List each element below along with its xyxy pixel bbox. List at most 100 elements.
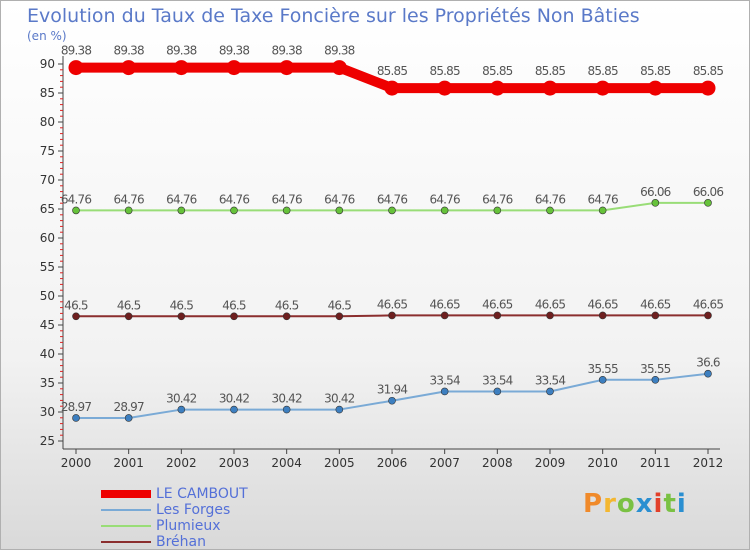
data-label: 64.76 [271, 192, 302, 206]
chart-title: Evolution du Taux de Taxe Foncière sur l… [27, 5, 640, 27]
data-label: 85.85 [640, 64, 671, 78]
x-tick-label: 2004 [271, 456, 302, 470]
series-les-forges [72, 369, 712, 422]
data-label: 85.85 [587, 64, 618, 78]
data-point [388, 206, 396, 215]
data-label: 85.85 [482, 64, 513, 78]
data-label: 31.94 [377, 383, 408, 397]
data-label: 46.65 [429, 297, 460, 311]
proxiti-logo: Proxiti [583, 489, 687, 519]
data-label: 66.06 [693, 185, 724, 199]
data-point [542, 80, 558, 96]
data-point [68, 60, 84, 76]
data-point [282, 206, 291, 215]
data-label: 30.42 [219, 392, 250, 406]
data-label: 46.5 [328, 298, 352, 312]
data-point [704, 199, 712, 207]
data-label: 30.42 [271, 392, 302, 406]
data-point [598, 206, 607, 215]
data-label: 85.85 [429, 64, 460, 78]
x-tick-label: 2010 [587, 456, 618, 470]
data-labels-layer: 89.38 89.38 89.38 89.38 89.38 89.38 85.85 85.85… [61, 44, 724, 414]
data-label: 64.76 [587, 192, 618, 206]
y-tick-label: 45 [40, 318, 55, 332]
x-tick-label: 2008 [482, 456, 513, 470]
data-label: 46.65 [377, 297, 408, 311]
data-label: 89.38 [61, 44, 92, 58]
legend-swatch [101, 509, 151, 511]
data-label: 35.55 [587, 362, 618, 376]
data-point [546, 387, 554, 396]
data-point [177, 405, 186, 414]
legend-swatch [101, 525, 151, 527]
data-label: 89.38 [219, 44, 250, 58]
data-point [226, 60, 242, 76]
data-point [335, 405, 344, 414]
data-label: 85.85 [693, 64, 724, 78]
x-tick-label: 2007 [429, 456, 460, 470]
data-point [598, 376, 607, 384]
data-point [651, 199, 660, 207]
series-le-cambout [68, 60, 716, 96]
data-label: 46.5 [170, 298, 194, 312]
data-label: 89.38 [324, 44, 355, 58]
legend-label: Plumieux [156, 518, 221, 534]
data-label: 89.38 [166, 44, 197, 58]
data-point [384, 80, 400, 96]
data-label: 85.85 [535, 64, 566, 78]
x-tick-label: 2009 [535, 456, 566, 470]
data-point [388, 311, 396, 320]
data-point [437, 80, 453, 96]
data-label: 66.06 [640, 185, 671, 199]
data-label: 64.76 [113, 192, 144, 206]
data-label: 35.55 [640, 362, 671, 376]
y-tick-label: 85 [40, 86, 55, 100]
data-label: 36.6 [696, 356, 720, 370]
x-tick-label: 2000 [61, 456, 92, 470]
y-tick-label: 35 [40, 376, 55, 390]
data-point [230, 206, 238, 215]
y-tick-label: 70 [40, 173, 55, 187]
data-label: 89.38 [113, 44, 144, 58]
x-tick-label: 2001 [113, 456, 144, 470]
data-point [388, 396, 396, 405]
legend-label: Bréhan [156, 534, 206, 550]
data-label: 64.76 [377, 192, 408, 206]
y-tick-label: 30 [40, 405, 55, 419]
data-point [121, 60, 137, 76]
data-point [124, 414, 133, 422]
y-axis-unit-label: (en %) [27, 29, 67, 43]
data-point [72, 414, 80, 422]
series-plumieux [72, 199, 712, 215]
x-tick-label: 2005 [324, 456, 355, 470]
data-point [440, 387, 449, 396]
data-point [493, 206, 502, 215]
data-label: 46.65 [640, 297, 671, 311]
data-label: 46.5 [64, 298, 88, 312]
data-label: 28.97 [113, 400, 144, 414]
data-point [177, 206, 186, 215]
data-label: 46.5 [275, 298, 299, 312]
data-label: 64.76 [324, 192, 355, 206]
data-point [335, 206, 344, 215]
data-point [546, 311, 554, 320]
y-tick-label: 65 [40, 202, 55, 216]
data-label: 33.54 [535, 373, 566, 387]
data-point [489, 80, 505, 96]
data-label: 46.5 [222, 298, 246, 312]
x-tick-label: 2002 [166, 456, 197, 470]
data-label: 46.65 [535, 297, 566, 311]
data-point [230, 405, 238, 414]
data-point [595, 80, 611, 96]
data-label: 64.76 [482, 192, 513, 206]
data-label: 64.76 [166, 192, 197, 206]
data-point [704, 311, 712, 320]
data-point [493, 311, 502, 320]
y-tick-label: 55 [40, 260, 55, 274]
y-tick-label: 75 [40, 144, 55, 158]
data-point [440, 311, 449, 320]
data-label: 46.65 [587, 297, 618, 311]
data-point [72, 206, 80, 215]
data-point [700, 80, 716, 96]
